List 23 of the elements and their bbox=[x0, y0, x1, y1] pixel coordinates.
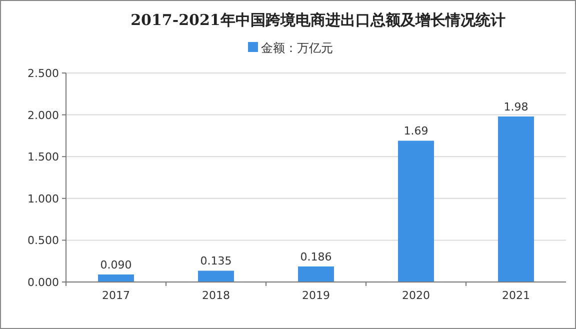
y-tick-label: 2.500 bbox=[28, 67, 59, 80]
x-tick-label: 2021 bbox=[502, 289, 530, 302]
y-tick-label: 0.000 bbox=[28, 276, 59, 289]
legend-label: 金额：万亿元 bbox=[261, 41, 333, 55]
data-label: 0.186 bbox=[300, 250, 332, 264]
bar bbox=[198, 270, 234, 282]
x-tick-label: 2017 bbox=[102, 289, 130, 302]
y-tick-label: 1.500 bbox=[28, 150, 59, 164]
y-tick-label: 2.000 bbox=[28, 108, 59, 122]
y-tick-label: 0.500 bbox=[28, 234, 59, 248]
bar bbox=[398, 140, 434, 282]
x-tick-label: 2019 bbox=[302, 289, 330, 302]
data-label: 0.090 bbox=[100, 258, 132, 272]
y-tick-label: 1.000 bbox=[28, 192, 59, 206]
bar bbox=[98, 274, 134, 282]
data-label: 1.98 bbox=[504, 100, 528, 114]
bar bbox=[498, 116, 534, 282]
x-tick-label: 2020 bbox=[402, 289, 430, 302]
x-tick-label: 2018 bbox=[202, 289, 230, 302]
data-label: 0.135 bbox=[200, 254, 232, 268]
bar bbox=[298, 266, 334, 282]
data-label: 1.69 bbox=[404, 124, 428, 138]
chart-title: 2017-2021年中国跨境电商进出口总额及增长情况统计 bbox=[130, 11, 506, 29]
